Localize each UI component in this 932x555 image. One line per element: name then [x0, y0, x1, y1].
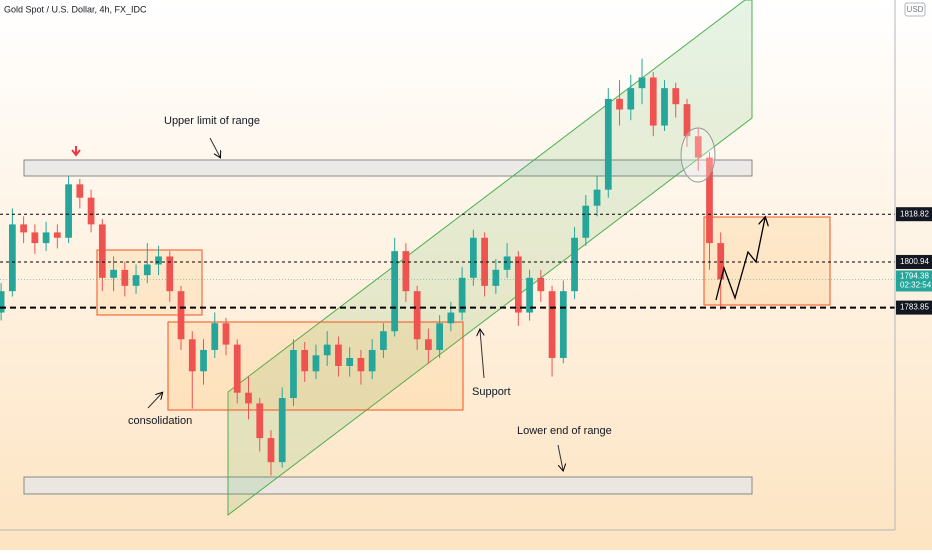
currency-badge [904, 2, 926, 17]
level-badge [896, 207, 932, 222]
candle-body [65, 184, 72, 238]
candle-body [661, 88, 668, 126]
candle-body [8, 224, 16, 292]
candle-body [458, 277, 466, 313]
candle-body [380, 331, 387, 350]
candle-body [571, 237, 578, 292]
annotation-arrow [557, 444, 563, 470]
candle-body [604, 98, 612, 190]
level-badge [896, 254, 932, 269]
candle-body [76, 184, 84, 198]
channel [227, 0, 753, 517]
candle-body [357, 357, 365, 372]
candle-body [290, 349, 297, 399]
annotation-arrow [209, 137, 220, 157]
candle-body [425, 339, 432, 350]
candle-body [222, 323, 230, 345]
candle-body [649, 77, 657, 126]
level-label: 1818.82 [900, 209, 929, 218]
candle-body [559, 291, 567, 358]
candle-body [335, 344, 342, 366]
candle-body [413, 291, 421, 340]
candle-body [672, 88, 680, 105]
candle-body [301, 349, 309, 372]
annotation: Upper limit of range [164, 115, 260, 127]
consolidation-box [96, 249, 203, 316]
candle-body [548, 291, 556, 358]
candle-body [514, 256, 522, 313]
candle-body [211, 323, 219, 350]
currency: USD [907, 5, 924, 14]
candle-body [503, 256, 511, 270]
candle-body [627, 88, 635, 110]
target-box [703, 216, 831, 306]
candle-body [87, 197, 95, 225]
candle-body [638, 77, 646, 89]
level-badge [896, 300, 932, 315]
annotation: Support [472, 386, 511, 398]
annotation-arrow [480, 330, 485, 379]
candle-body [31, 232, 39, 244]
candle-body [20, 224, 27, 233]
candle-body [132, 275, 140, 286]
candle-body [143, 264, 151, 276]
candle-body [481, 237, 488, 286]
candle-body [256, 403, 264, 439]
candle-body [0, 291, 5, 313]
candle-body [526, 277, 533, 313]
upper-range-zone [23, 159, 753, 177]
annotation: Lower end of range [517, 425, 612, 437]
candle-body [177, 291, 185, 340]
annotation: consolidation [128, 415, 192, 427]
candles [0, 58, 725, 476]
candle-body [42, 232, 50, 244]
annotation-arrow [147, 393, 162, 409]
candle-body [447, 312, 455, 324]
red-arrow [71, 146, 81, 157]
level-label: 1800.94 [900, 257, 929, 266]
last-price-badge [896, 270, 932, 292]
candle-body [469, 237, 477, 278]
candle-body [683, 104, 691, 137]
candle-body [200, 349, 207, 372]
candle-body [233, 344, 241, 393]
candle-body [188, 339, 196, 372]
candle-body [368, 349, 376, 372]
candle-body [391, 251, 399, 332]
candle-body [278, 398, 286, 463]
last-price-label: 1794.38 [900, 272, 929, 281]
candle-body [616, 98, 623, 110]
projection-arrow [715, 218, 765, 301]
candle-body [121, 269, 129, 286]
candle-body [155, 256, 162, 265]
candle-body [492, 269, 500, 286]
candle-body [323, 344, 331, 356]
candle-body [312, 355, 320, 372]
candle-body [402, 251, 410, 292]
candle-body [593, 189, 601, 206]
candle-body [166, 256, 174, 292]
candle-body [110, 269, 117, 278]
candle-body [582, 205, 590, 238]
candle-body [98, 224, 106, 278]
candle-body [537, 277, 545, 292]
candle-body [436, 323, 444, 350]
highlight [680, 127, 716, 183]
candle-body [717, 243, 725, 280]
candle-body [267, 438, 275, 463]
chart-title: Gold Spot / U.S. Dollar, 4h, FX_IDC [4, 4, 147, 14]
candle-body [346, 357, 354, 366]
candle-body [706, 157, 713, 244]
countdown: 02:32:54 [900, 281, 932, 290]
lower-range-zone [23, 476, 753, 495]
candle-body [245, 392, 252, 404]
candle-body [53, 232, 61, 238]
candle-body [694, 136, 702, 158]
level-label: 1783.85 [900, 303, 929, 312]
